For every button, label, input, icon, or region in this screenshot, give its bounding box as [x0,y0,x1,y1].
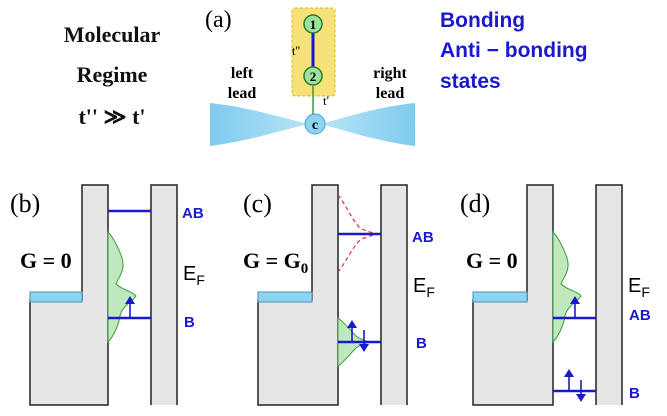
spin-arrowhead-b [125,296,135,304]
site-c [304,113,326,135]
left-lead-label-2: lead [228,85,257,102]
spin-up-arrowhead-d [564,369,574,377]
right-lead [320,103,415,146]
conductance-c: G = G0 [243,248,308,277]
dos-curve-b [107,230,137,344]
site-2-label: 2 [310,69,317,84]
level-b-label-b: B [184,314,195,331]
right-lead-label-1: right [373,65,407,82]
panel-b-label: (b) [10,189,40,218]
conductance-d: G = 0 [466,248,518,273]
site-1-label: 1 [310,17,317,32]
fermi-label-d: EF [628,275,650,300]
level-ab-label-d: AB [629,307,651,324]
dashed-dos-c [337,194,382,273]
left-lead [210,103,310,146]
states-legend: Bonding Anti − bonding states [440,9,588,93]
fermi-label-b: EF [183,263,205,288]
panel-b: (b) G = 0 AB B EF [10,184,205,406]
spin-arrowhead-d [570,296,580,304]
left-fermi-sea-c [257,291,313,303]
right-barrier-d [595,184,623,405]
panel-a: (a) 1 2 t'' t' c left lead right lead [205,7,415,146]
right-barrier-c [380,184,408,405]
left-fermi-sea-d [472,291,528,303]
site-1 [303,14,323,34]
left-lead-label-1: left [231,65,254,82]
regime-title: Molecular Regime t'' ≫ t' [64,22,161,129]
legend-states: states [440,70,501,93]
panel-a-label: (a) [205,7,232,33]
hop-inner-label: t'' [292,43,300,58]
legend-bonding: Bonding [440,9,525,32]
left-fermi-sea-b [29,291,83,303]
legend-antibonding: Anti − bonding [440,39,588,62]
panel-c-label: (c) [243,189,272,218]
title-line-2: Regime [77,62,148,87]
title-line-3: t'' ≫ t' [78,104,145,129]
dos-curve-d [552,230,582,344]
level-b-label-c: B [416,335,427,352]
site-c-label: c [312,118,318,133]
hop-outer-label: t' [323,93,329,108]
panel-d: (d) G = 0 AB B EF [460,184,651,406]
level-ab-label-c: AB [412,229,434,246]
fermi-label-c: EF [413,275,435,300]
right-barrier-b [150,184,178,405]
level-b-label-d: B [629,385,640,402]
site-2 [303,66,323,86]
spin-down-arrowhead-c [359,344,369,352]
level-ab-label-b: AB [182,205,204,222]
right-lead-label-2: lead [376,85,405,102]
spin-down-arrowhead-d [576,394,586,402]
title-line-1: Molecular [64,22,161,47]
spin-up-arrowhead-c [347,320,357,328]
conductance-b: G = 0 [20,248,72,273]
panel-c: (c) G = G0 AB B EF [243,184,435,406]
panel-d-label: (d) [460,189,490,218]
